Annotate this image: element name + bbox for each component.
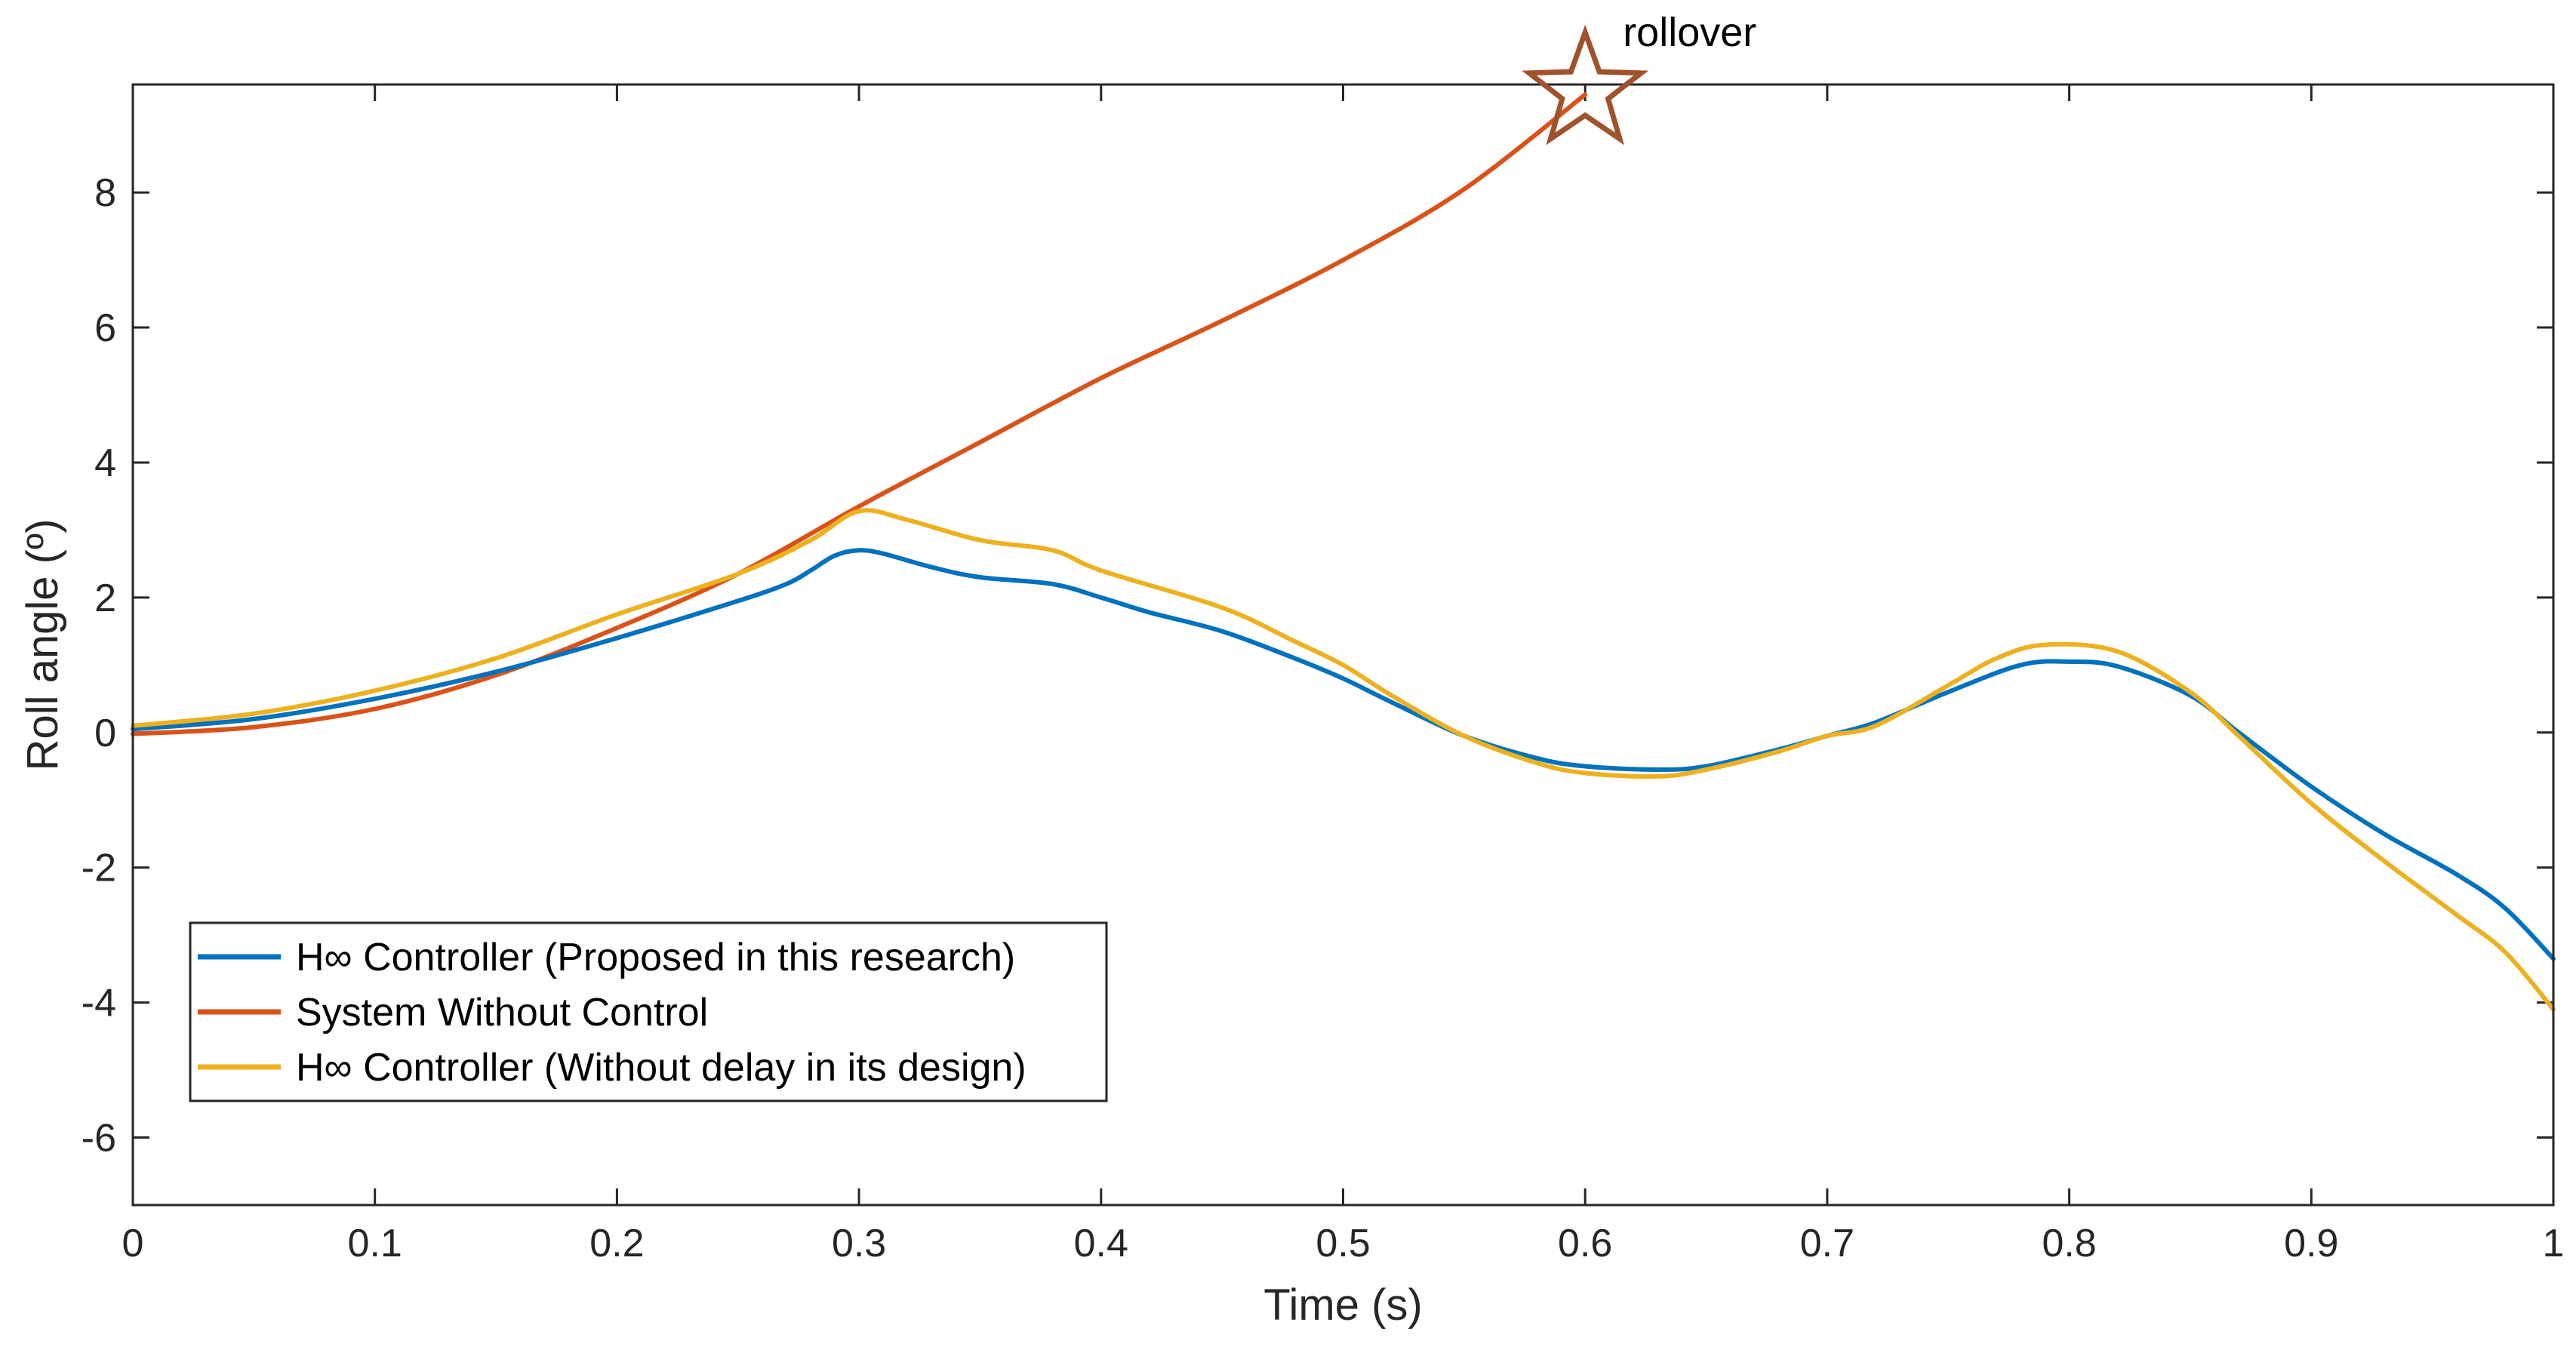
y-tick-label: -4	[82, 982, 116, 1025]
series-line-proposed	[131, 548, 2556, 961]
legend-box	[189, 921, 1108, 1102]
legend-label-proposed: H∞ Controller (Proposed in this research…	[296, 936, 1015, 979]
series-line-no-control	[131, 92, 1588, 736]
y-tick-label: 8	[94, 171, 116, 215]
plot-frame	[131, 83, 2555, 1207]
y-tick-label: 6	[94, 306, 116, 350]
x-tick-label: 0	[122, 1222, 144, 1265]
y-tick-label: 0	[94, 712, 116, 755]
x-tick-label: 0.5	[1316, 1222, 1370, 1265]
legend: H∞ Controller (Proposed in this research…	[189, 921, 1108, 1102]
series-lines	[131, 92, 2556, 1012]
axis-ticks: 0 0.1 0.2 0.3 0.4 0.5 0.6 0.7 0.8 0.9 1 -6 -4 -2 0 2 4 6 8	[82, 85, 2565, 1265]
x-axis-label: Time (s)	[1263, 1281, 1422, 1330]
legend-label-no-control: System Without Control	[296, 991, 708, 1035]
series-line-no-delay	[131, 508, 2556, 1012]
x-tick-label: 0.6	[1558, 1222, 1612, 1265]
y-axis-label: Roll angle (º)	[18, 519, 67, 771]
x-tick-label: 0.3	[832, 1222, 886, 1265]
rollover-star-marker	[1522, 24, 1649, 146]
x-tick-label: 1	[2543, 1222, 2565, 1265]
x-tick-label: 0.7	[1800, 1222, 1854, 1265]
x-tick-label: 0.9	[2284, 1222, 2338, 1265]
y-tick-label: -2	[82, 847, 116, 890]
annotations: rollover	[1522, 10, 1756, 146]
x-tick-label: 0.1	[348, 1222, 402, 1265]
x-tick-label: 0.4	[1074, 1222, 1128, 1265]
y-tick-label: 4	[94, 441, 116, 485]
legend-label-no-delay: H∞ Controller (Without delay in its desi…	[296, 1046, 1026, 1090]
x-tick-label: 0.2	[589, 1222, 644, 1265]
y-tick-label: -6	[82, 1117, 116, 1161]
x-tick-label: 0.8	[2042, 1222, 2096, 1265]
rollover-annotation-label: rollover	[1623, 10, 1756, 55]
y-tick-label: 2	[94, 576, 116, 620]
